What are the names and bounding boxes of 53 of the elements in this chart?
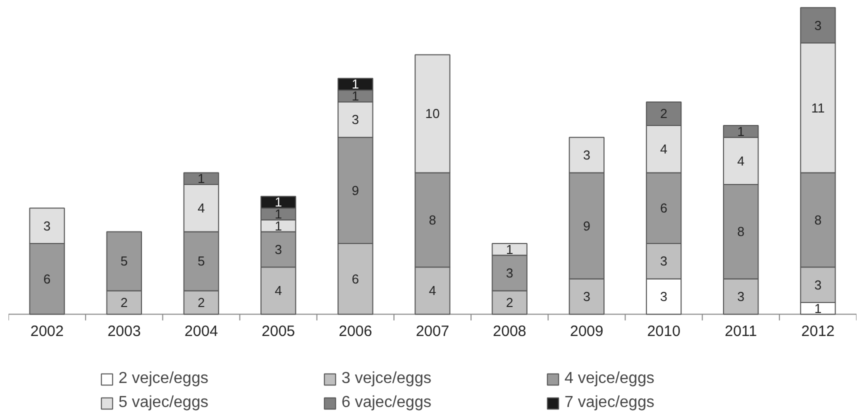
x-tick-label: 2006 xyxy=(338,323,372,340)
legend-label: 7 vajec/eggs xyxy=(564,393,656,413)
data-label: 3 xyxy=(737,289,744,304)
x-tick-label: 2005 xyxy=(262,323,296,340)
x-tick-label: 2007 xyxy=(416,323,450,340)
data-label: 3 xyxy=(274,242,282,257)
data-label: 4 xyxy=(660,142,668,157)
data-label: 1 xyxy=(198,171,205,186)
data-label: 1 xyxy=(814,300,822,316)
data-label: 2 xyxy=(506,294,514,310)
data-label: 9 xyxy=(352,182,360,198)
data-label: 3 xyxy=(43,218,51,234)
data-label: 9 xyxy=(583,218,590,234)
data-label: 3 xyxy=(352,112,360,128)
data-label: 4 xyxy=(198,200,205,216)
data-label: 3 xyxy=(660,289,668,304)
x-tick-label: 2004 xyxy=(184,323,218,340)
data-label: 8 xyxy=(428,212,436,228)
legend-label: 3 vejce/eggs xyxy=(342,369,432,389)
legend-label: 6 vajec/eggs xyxy=(342,393,432,413)
x-tick-label: 2011 xyxy=(724,323,757,340)
data-label: 2 xyxy=(660,106,668,122)
x-tick-label: 2002 xyxy=(30,323,64,340)
data-label: 3 xyxy=(506,265,514,280)
data-label: 8 xyxy=(814,212,822,228)
data-label: 6 xyxy=(660,200,668,216)
data-label: 3 xyxy=(583,289,590,304)
data-label: 6 xyxy=(352,271,360,286)
data-label: 4 xyxy=(274,283,282,298)
legend-label: 5 vajec/eggs xyxy=(118,393,210,413)
x-tick-label: 2008 xyxy=(492,323,526,340)
x-tick-label: 2010 xyxy=(647,323,680,340)
data-label: 1 xyxy=(737,124,744,139)
legend-label: 2 vejce/eggs xyxy=(118,369,210,389)
x-tick-label: 2003 xyxy=(107,323,141,340)
data-label: 10 xyxy=(425,106,440,122)
data-label: 4 xyxy=(737,153,744,168)
data-label: 3 xyxy=(814,277,822,292)
data-label: 2 xyxy=(198,294,205,310)
data-label: 6 xyxy=(43,271,51,286)
data-label: 4 xyxy=(428,283,436,298)
legend-label: 4 vejce/eggs xyxy=(564,369,656,389)
data-label: 5 xyxy=(198,254,205,269)
data-label: 3 xyxy=(660,254,668,269)
data-label: 2 xyxy=(120,294,128,310)
x-tick-label: 2009 xyxy=(570,323,604,340)
x-tick-label: 2012 xyxy=(801,323,835,340)
data-label: 3 xyxy=(583,148,590,163)
data-label: 1 xyxy=(506,242,514,257)
data-label: 5 xyxy=(120,254,128,269)
data-label: 3 xyxy=(814,18,822,33)
data-label: 8 xyxy=(737,224,744,240)
data-label: 11 xyxy=(811,100,825,116)
